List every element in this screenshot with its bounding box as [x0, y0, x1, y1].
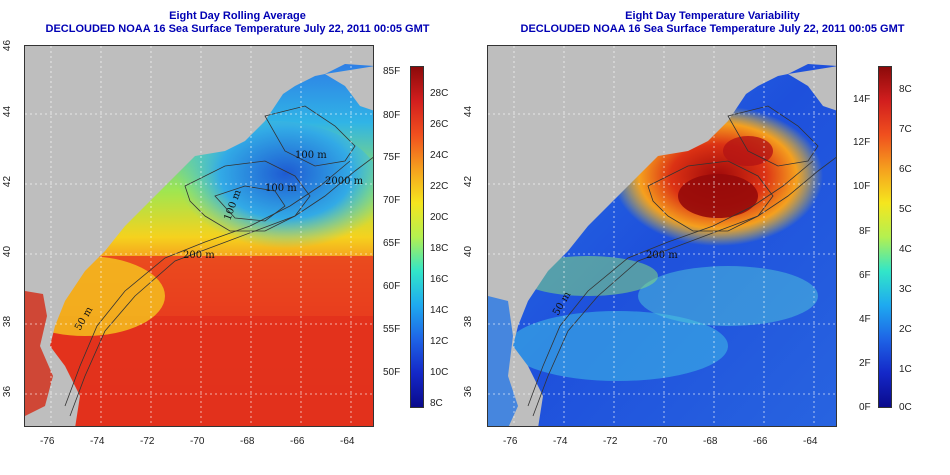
- lat-tick: 42: [2, 175, 14, 188]
- colorbar-c-label: 14C: [430, 305, 449, 316]
- colorbar-c-label: 5C: [899, 204, 912, 215]
- sst-variability-map: 200 m 50 m: [487, 45, 837, 427]
- colorbar-f-label: 10F: [853, 181, 871, 192]
- colorbar-c-label: 12C: [430, 336, 449, 347]
- lon-tick: -68: [240, 436, 255, 447]
- colorbar-c-label: 7C: [899, 124, 912, 135]
- colorbar-c-label: 1C: [899, 364, 912, 375]
- colorbar-f-label: 85F: [383, 66, 401, 77]
- colorbar-f-label: 50F: [383, 367, 401, 378]
- lat-tick: 40: [2, 245, 14, 258]
- colorbar-c-label: 24C: [430, 150, 449, 161]
- contour-label: 200 m: [183, 250, 215, 261]
- lat-tick: 46: [2, 39, 14, 52]
- colorbar-c-label: 20C: [430, 212, 449, 223]
- contour-label: 100 m: [295, 150, 327, 161]
- grid-lines-icon: [25, 46, 373, 426]
- lat-tick: 40: [463, 245, 475, 258]
- bathymetry-contours-icon: [527, 105, 836, 417]
- contour-label: 100 m: [265, 183, 297, 194]
- colorbar-f-label: 8F: [859, 226, 871, 237]
- lon-tick: -72: [603, 436, 618, 447]
- colorbar-c-label: 8C: [899, 84, 912, 95]
- grid-lines-icon: [488, 46, 836, 426]
- colorbar-c-label: 18C: [430, 243, 449, 254]
- colorbar-c-label: 10C: [430, 367, 449, 378]
- lon-tick: -70: [190, 436, 205, 447]
- lon-tick: -66: [753, 436, 768, 447]
- sst-average-panel: Eight Day Rolling Average DECLOUDED NOAA…: [2, 10, 449, 447]
- sst-variability-image: 200 m 50 m: [488, 46, 836, 426]
- colorbar-c-label: 28C: [430, 88, 449, 99]
- colorbar-c-label: 26C: [430, 119, 449, 130]
- lat-tick: 38: [2, 315, 14, 328]
- colorbar-c-label: 16C: [430, 274, 449, 285]
- colorbar-f-label: 0F: [859, 402, 871, 413]
- panel-subtitle: DECLOUDED NOAA 16 Sea Surface Temperatur…: [45, 23, 430, 35]
- lon-tick: -72: [140, 436, 155, 447]
- colorbar-f-label: 60F: [383, 281, 401, 292]
- sst-variability-panel: Eight Day Temperature Variability DECLOU…: [463, 0, 950, 475]
- lat-tick: 44: [2, 105, 14, 118]
- panel-title: Eight Day Rolling Average: [169, 10, 306, 22]
- lon-tick: -76: [503, 436, 518, 447]
- lat-tick: 38: [463, 315, 475, 328]
- lon-tick: -76: [40, 436, 55, 447]
- colorbar-f-label: 55F: [383, 324, 401, 335]
- colorbar-f-label: 14F: [853, 94, 871, 105]
- lon-tick: -74: [553, 436, 568, 447]
- colorbar-c-label: 6C: [899, 164, 912, 175]
- lon-tick: -68: [703, 436, 718, 447]
- sst-average-map: 200 m 50 m 100 m 100 m 100 m 2000 m: [24, 45, 374, 427]
- contour-label: 2000 m: [325, 176, 364, 187]
- lat-tick: 36: [463, 385, 475, 398]
- colorbar-f-label: 6F: [859, 270, 871, 281]
- lon-tick: -64: [803, 436, 818, 447]
- colorbar-f-label: 70F: [383, 195, 401, 206]
- panel-title: Eight Day Temperature Variability: [625, 10, 800, 22]
- colorbar-f-label: 12F: [853, 137, 871, 148]
- colorbar-f-label: 80F: [383, 110, 401, 121]
- lon-tick: -66: [290, 436, 305, 447]
- colorbar-c-label: 2C: [899, 324, 912, 335]
- lon-tick: -74: [90, 436, 105, 447]
- sst-average-image: 200 m 50 m 100 m 100 m 100 m 2000 m: [25, 46, 373, 426]
- lat-tick: 42: [463, 175, 475, 188]
- colorbar-c-label: 0C: [899, 402, 912, 413]
- colorbar-f-label: 2F: [859, 358, 871, 369]
- contour-label: 200 m: [646, 250, 678, 261]
- lon-tick: -70: [653, 436, 668, 447]
- colorbar-c-label: 4C: [899, 244, 912, 255]
- lon-tick: -64: [340, 436, 355, 447]
- colorbar-c-label: 3C: [899, 284, 912, 295]
- colorbar-c-label: 22C: [430, 181, 449, 192]
- colorbar-f-label: 65F: [383, 238, 401, 249]
- lat-tick: 44: [463, 105, 475, 118]
- colorbar-f-label: 75F: [383, 152, 401, 163]
- bathymetry-contours-icon: [64, 105, 373, 417]
- colorbar: [878, 66, 892, 408]
- lat-tick: 36: [2, 385, 14, 398]
- panel-subtitle: DECLOUDED NOAA 16 Sea Surface Temperatur…: [520, 23, 905, 35]
- colorbar: [410, 66, 424, 408]
- colorbar-f-label: 4F: [859, 314, 871, 325]
- colorbar-c-label: 8C: [430, 398, 443, 409]
